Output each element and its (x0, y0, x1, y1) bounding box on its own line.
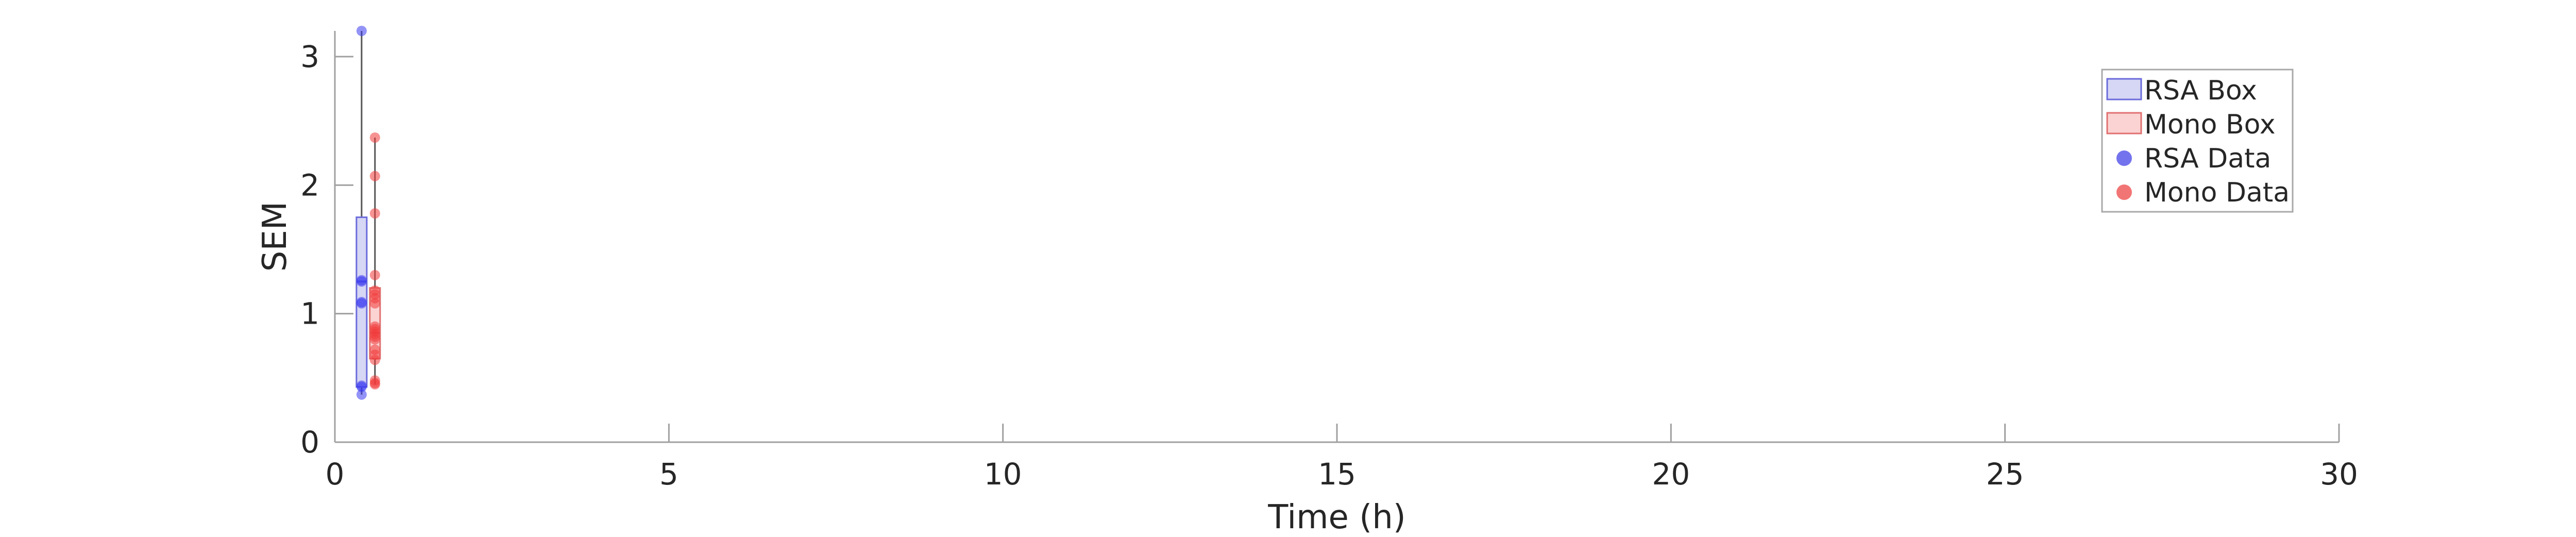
x-tick-label: 10 (984, 457, 1022, 492)
y-tick-label: 0 (300, 425, 319, 460)
y-tick-label: 1 (300, 296, 319, 331)
x-tick-label: 15 (1318, 457, 1356, 492)
legend-swatch-dot (2116, 184, 2132, 200)
data-point (356, 389, 367, 400)
data-point (369, 270, 380, 280)
legend-swatch-dot (2116, 150, 2132, 166)
x-tick-label: 20 (1652, 457, 1690, 492)
x-tick-label: 0 (326, 457, 345, 492)
legend-swatch-box (2106, 112, 2142, 135)
data-point (356, 381, 367, 392)
x-axis-label: Time (h) (1267, 498, 1405, 536)
y-axis-label: SEM (256, 202, 294, 272)
data-point (356, 26, 367, 36)
plot-marks (355, 26, 381, 400)
axes: 0 5 10 15 20 25 30 0 1 2 3 (300, 31, 2358, 492)
legend-swatch-box (2106, 78, 2142, 100)
y-tick-label: 3 (300, 39, 319, 74)
x-tick-label: 30 (2320, 457, 2358, 492)
x-tick-label: 5 (659, 457, 679, 492)
x-tick-label: 25 (1986, 457, 2024, 492)
y-tick-label: 2 (300, 167, 319, 203)
data-point (369, 379, 380, 390)
data-point (369, 298, 380, 309)
data-point (369, 334, 380, 345)
legend-label: RSA Data (2144, 143, 2271, 174)
legend-label: Mono Data (2144, 177, 2290, 208)
data-point (369, 208, 380, 219)
data-point (369, 171, 380, 181)
data-point (369, 132, 380, 143)
data-point (356, 298, 367, 309)
data-point (369, 355, 380, 365)
legend-label: RSA Box (2144, 75, 2257, 106)
legend-label: Mono Box (2144, 109, 2276, 140)
data-point (356, 275, 367, 286)
